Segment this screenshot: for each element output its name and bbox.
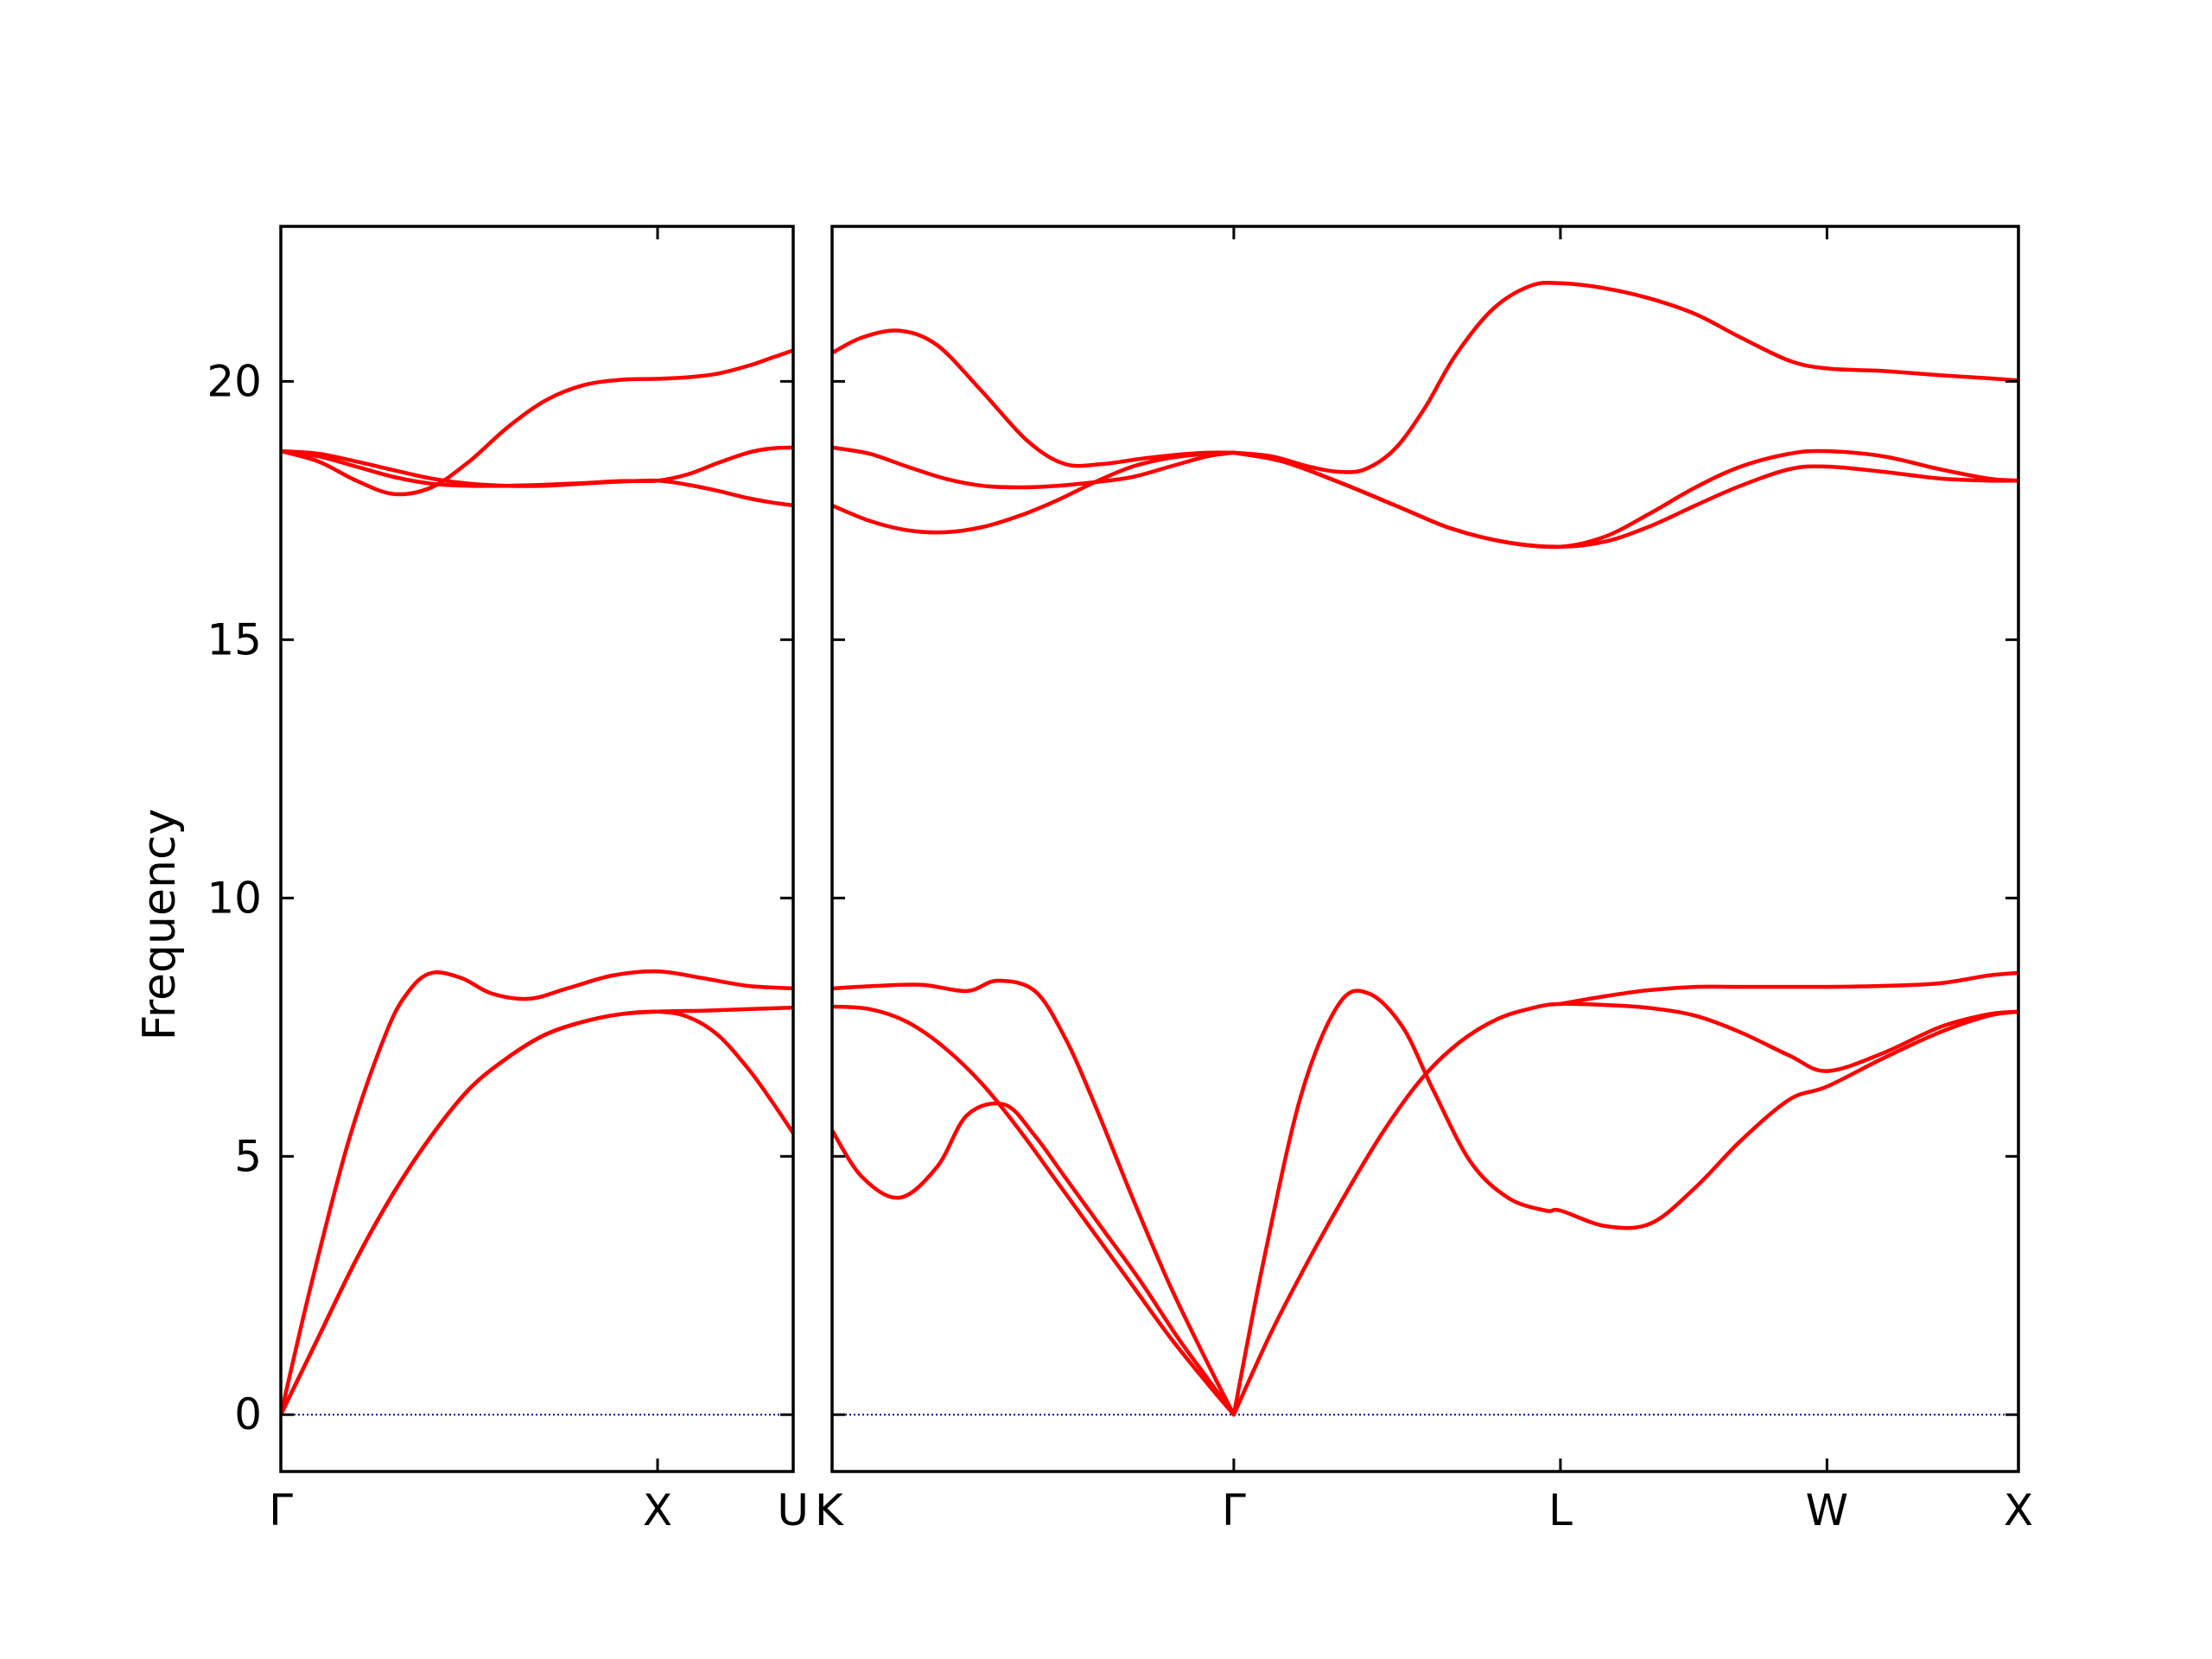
band-line-2 xyxy=(281,1005,793,1417)
band-line-3 xyxy=(832,1101,1236,1417)
series-group xyxy=(281,348,793,1417)
band-line-12 xyxy=(1231,448,2018,550)
y-tick-label: 0 xyxy=(234,1389,262,1440)
band-line-1 xyxy=(281,969,793,1417)
chart-panels: 0 5 10 15 20 Γ X U K Γ L W X xyxy=(207,225,2033,1535)
band-line-10 xyxy=(1231,280,2018,474)
panel-gamma-x-u: 0 5 10 15 20 Γ X U xyxy=(207,225,809,1535)
band-line-5 xyxy=(281,348,793,497)
symmetry-point-label: X xyxy=(2004,1485,2033,1535)
band-line-8 xyxy=(832,445,1236,490)
panel-frame xyxy=(279,225,795,1473)
band-line-2 xyxy=(832,1004,1236,1417)
band-line-6 xyxy=(1558,970,2018,1007)
panel-frame xyxy=(830,225,2020,1473)
symmetry-point-label: U xyxy=(777,1485,809,1535)
y-tick-label: 15 xyxy=(207,614,262,664)
band-line-1 xyxy=(832,978,1236,1417)
band-line-11 xyxy=(1231,450,2018,549)
band-line-4 xyxy=(1231,988,2018,1417)
y-axis-title: Frequency xyxy=(134,809,186,1041)
symmetry-point-label: L xyxy=(1548,1485,1573,1535)
band-line-7 xyxy=(832,328,1236,468)
symmetry-point-label: K xyxy=(815,1485,844,1535)
band-line-9 xyxy=(832,450,1236,535)
y-tick-label: 10 xyxy=(207,873,262,923)
symmetry-point-label: Γ xyxy=(1222,1485,1246,1535)
symmetry-point-label: Γ xyxy=(269,1485,293,1535)
symmetry-point-label: X xyxy=(643,1485,672,1535)
y-tick-label: 5 xyxy=(234,1131,262,1181)
y-tick-label: 20 xyxy=(207,356,262,406)
series-group xyxy=(832,280,2018,1417)
band-line-5 xyxy=(1231,1001,2018,1417)
band-line-3 xyxy=(281,1009,793,1417)
band-line-6 xyxy=(281,448,793,508)
symmetry-point-label: W xyxy=(1806,1485,1848,1535)
